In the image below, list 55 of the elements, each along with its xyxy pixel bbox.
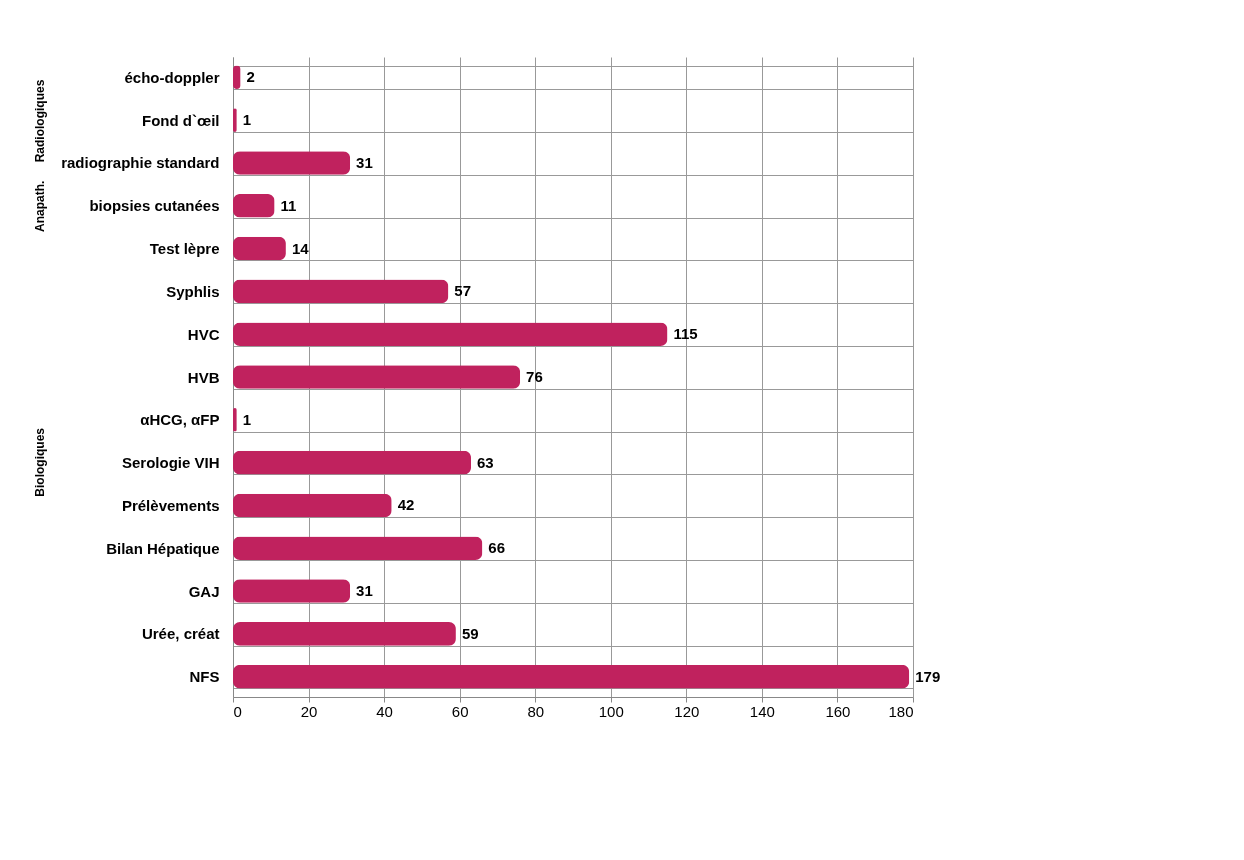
text: Biologiques <box>33 427 47 497</box>
bar <box>233 493 392 518</box>
bar <box>233 236 286 261</box>
y-tick-label: HVB <box>187 368 220 386</box>
bar <box>233 664 910 689</box>
bar <box>233 579 351 603</box>
data-label: 179 <box>915 667 941 685</box>
data-label: 66 <box>488 539 506 557</box>
data-label: 11 <box>280 196 297 214</box>
data-label: 63 <box>477 453 494 471</box>
y-tick-label: GAJ <box>188 582 220 600</box>
text: Anapath. <box>33 180 47 233</box>
y-tick-label: Fond d`œil <box>142 111 220 129</box>
bar <box>233 193 275 218</box>
x-tick-label: 60 <box>451 702 469 720</box>
bar <box>233 151 351 175</box>
bar <box>233 450 471 475</box>
x-tick-label: 20 <box>300 702 318 720</box>
data-label: 2 <box>246 68 255 86</box>
y-tick-label: αHCG, αFP <box>140 411 220 429</box>
y-tick-label: Bilan Hépatique <box>106 539 220 557</box>
y-tick-label: Test lèpre <box>149 240 220 258</box>
y-tick-label: Prélèvements <box>121 496 220 514</box>
x-tick-label: 140 <box>749 702 775 720</box>
y-tick-label: biopsies cutanées <box>89 197 220 215</box>
y-tick-label: HVC <box>187 325 220 343</box>
y-tick-label: Urée, créat <box>141 625 220 643</box>
bar <box>233 622 456 646</box>
y-tick-label: Serologie VIH <box>121 454 220 472</box>
x-tick-label: 100 <box>598 702 624 720</box>
y-tick-label: radiographie standard <box>61 154 220 172</box>
x-tick-label: 180 <box>888 702 914 720</box>
data-label: 1 <box>242 410 252 428</box>
data-label: 59 <box>461 624 479 642</box>
y-tick-label: Syphlis <box>166 282 220 300</box>
x-tick-label: 40 <box>376 702 393 720</box>
data-label: 115 <box>673 325 698 343</box>
data-label: 31 <box>356 582 373 600</box>
x-tick-label: 80 <box>527 702 545 720</box>
data-label: 57 <box>454 282 472 300</box>
data-label: 31 <box>356 153 373 171</box>
y-tick-label: écho-doppler <box>124 68 220 86</box>
bar <box>233 279 449 304</box>
bar <box>233 365 521 389</box>
data-label: 76 <box>526 368 543 385</box>
data-label: 1 <box>242 111 252 129</box>
x-tick-label: 0 <box>233 702 242 720</box>
x-tick-label: 160 <box>825 702 851 720</box>
bar <box>233 536 483 561</box>
data-label: 14 <box>291 239 310 257</box>
text: Radiologiques <box>33 79 47 163</box>
x-tick-label: 120 <box>674 702 700 720</box>
data-label: 42 <box>397 496 415 514</box>
bar <box>233 322 668 346</box>
y-tick-label: NFS <box>189 668 220 686</box>
